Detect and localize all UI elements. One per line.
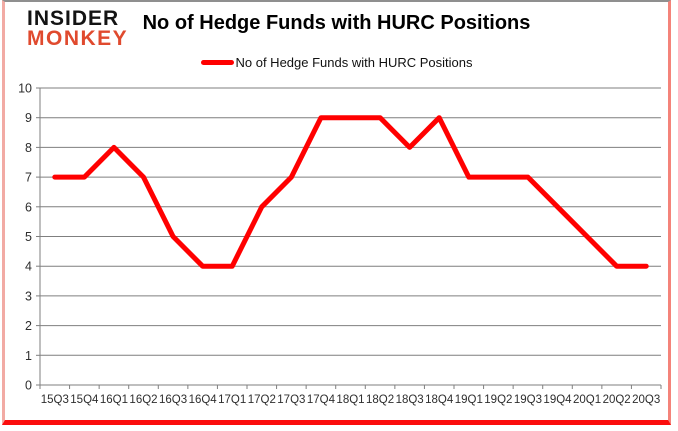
- x-axis-tick-label: 15Q3: [41, 394, 69, 406]
- x-axis-tick-label: 19Q1: [455, 394, 483, 406]
- x-axis-tick-label: 18Q4: [425, 394, 454, 406]
- x-axis-tick-label: 19Q3: [514, 394, 542, 406]
- x-axis-tick-label: 17Q4: [307, 394, 336, 406]
- y-axis-tick-label: 4: [25, 260, 32, 274]
- x-axis-tick-label: 16Q3: [159, 394, 187, 406]
- x-axis-tick-label: 18Q1: [336, 394, 364, 406]
- x-axis-tick-label: 16Q2: [129, 394, 157, 406]
- chart-title: No of Hedge Funds with HURC Positions: [142, 12, 531, 34]
- y-axis-tick-label: 6: [25, 200, 32, 214]
- series-line-hedge-funds: [52, 115, 649, 269]
- x-axis-tick-label: 17Q1: [218, 394, 246, 406]
- insider-monkey-logo: INSIDER MONKEY: [27, 7, 129, 50]
- x-axis-tick-label: 18Q2: [366, 394, 394, 406]
- x-axis-tick-label: 20Q3: [632, 394, 660, 406]
- y-axis-tick-label: 9: [25, 111, 32, 125]
- y-axis-tick-label: 3: [25, 289, 32, 303]
- y-axis-tick-label: 0: [25, 379, 32, 393]
- legend-line-swatch: [200, 60, 234, 65]
- y-axis-tick-label: 2: [25, 319, 32, 333]
- x-axis-tick-label: 20Q2: [603, 394, 631, 406]
- x-axis-tick-label: 16Q4: [189, 394, 218, 406]
- x-axis-tick-label: 16Q1: [100, 394, 128, 406]
- x-axis-tick-label: 15Q4: [70, 394, 99, 406]
- x-axis-tick-label: 17Q3: [277, 394, 305, 406]
- legend: No of Hedge Funds with HURC Positions: [5, 55, 668, 70]
- chart-canvas: 0 1 2 3 4 5 6 7 8 9 10 15Q3 15Q4 16Q1 16Q2 16Q3 16Q4 17Q1…: [18, 82, 662, 406]
- legend-label: No of Hedge Funds with HURC Positions: [235, 55, 473, 70]
- y-axis-tick-label: 5: [25, 230, 32, 244]
- x-axis-tick-label: 20Q1: [573, 394, 601, 406]
- x-axis-tick-label: 17Q2: [248, 394, 276, 406]
- x-axis-tick-label: 18Q3: [396, 394, 424, 406]
- logo-line-monkey: MONKEY: [27, 26, 129, 50]
- y-axis-tick-label: 7: [25, 171, 32, 185]
- y-axis-tick-label: 1: [25, 349, 32, 363]
- y-axis-tick-label: 8: [25, 141, 32, 155]
- chart-card: INSIDER MONKEY No of Hedge Funds with HU…: [2, 0, 671, 425]
- y-axis-tick-label: 10: [18, 82, 32, 96]
- x-axis-tick-label: 19Q4: [543, 394, 572, 406]
- logo-line-insider: INSIDER: [27, 7, 120, 30]
- x-axis-tick-label: 19Q2: [484, 394, 512, 406]
